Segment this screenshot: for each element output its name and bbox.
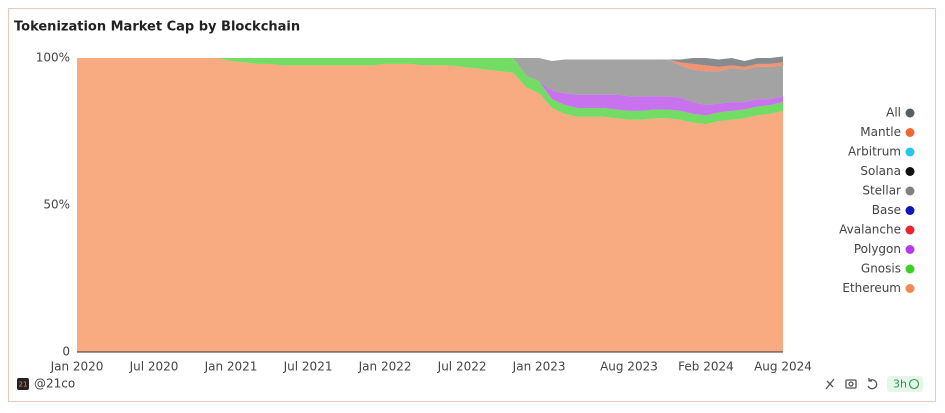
legend-label: Ethereum [842,281,901,295]
y-tick-label: 50% [43,198,70,212]
legend-swatch [905,186,915,196]
x-tick-label: Jan 2021 [204,360,258,374]
area [77,56,783,67]
legend-swatch [905,284,915,293]
y-tick-label: 100% [36,51,70,65]
legend-swatch [905,147,915,157]
legend-label: Polygon [854,242,901,256]
area [77,58,783,106]
footer-icons [825,378,878,390]
x-tick-label: Feb 2024 [678,360,734,374]
x-tick-label: Jan 2020 [50,360,104,374]
area [77,58,783,72]
legend-label: Avalanche [839,223,901,237]
reload-icon[interactable] [867,378,878,390]
legend-swatch [905,128,915,137]
x-tick-label: Aug 2023 [600,360,658,374]
legend-label: Stellar [862,184,901,198]
legend-label: Gnosis [861,262,901,276]
x-tick-label: Jan 2023 [512,360,566,374]
handle[interactable]: @21co [34,377,75,391]
camera-icon[interactable] [845,379,857,389]
legend-swatch [905,245,915,254]
area [77,58,783,352]
legend-swatch [905,206,915,215]
plot: 0 50% 100% Jan 2020 Jul 2020 Jan 2021 Jul 2021… [36,51,915,374]
logo [17,378,29,390]
legend-swatch [905,264,915,274]
x-tick-label: Jul 2022 [437,360,487,374]
refresh-check [908,378,920,390]
area [77,58,783,116]
refresh-text: 3h [893,378,907,391]
x-tick-label: Jul 2021 [283,360,333,374]
chart-title: Tokenization Market Cap by Blockchain [14,20,300,35]
edit-icon[interactable] [825,378,835,390]
y-tick-label: 0 [62,345,70,359]
x-tick-label: Jan 2022 [358,360,412,374]
x-tick-label: Aug 2024 [754,360,812,374]
legend-swatch [905,225,915,235]
legend-label: Arbitrum [848,145,901,159]
legend-label: Solana [860,164,901,178]
logo-text: 21 [19,381,28,389]
legend-label: Base [872,203,901,217]
area [77,58,783,125]
legend-label: Mantle [860,125,901,139]
legend-swatch [905,108,915,118]
x-tick-label: Jul 2020 [129,360,179,374]
camera-lens [848,381,854,387]
legend-label: All [886,106,901,120]
legend-swatch [905,167,915,176]
